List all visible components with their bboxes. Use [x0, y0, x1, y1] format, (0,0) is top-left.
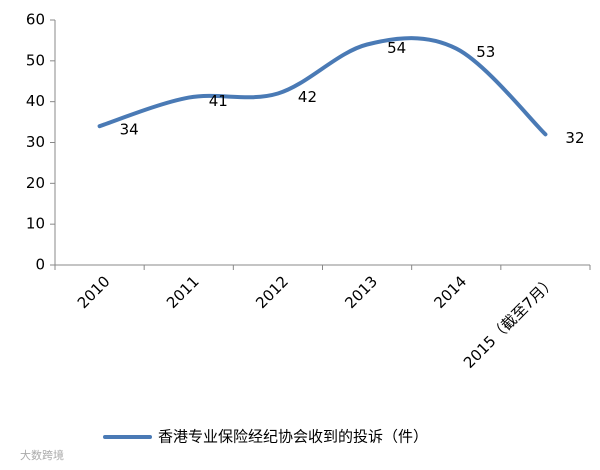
line: [97, 36, 548, 137]
y-tick-label: 10: [26, 215, 45, 233]
x-tick-label: 2014: [431, 272, 471, 312]
x-tick-label: 2011: [163, 272, 203, 312]
data-label: 54: [387, 39, 406, 57]
y-tick-label: 60: [26, 11, 45, 29]
x-tick-label: 2012: [252, 272, 292, 312]
x-tick-label: 2015（截至7月）: [460, 272, 560, 372]
y-tick-label: 30: [26, 133, 45, 151]
data-label: 32: [565, 129, 584, 147]
y-tick-label: 20: [26, 174, 45, 192]
data-label: 41: [209, 92, 228, 110]
x-tick-label: 2010: [74, 272, 114, 312]
legend-label: 香港专业保险经纪协会收到的投诉（件）: [158, 428, 428, 446]
data-label: 53: [476, 43, 495, 61]
data-label: 34: [120, 121, 139, 139]
y-tick-label: 50: [26, 51, 45, 69]
x-tick-label: 2013: [341, 272, 381, 312]
y-tick-label: 40: [26, 92, 45, 110]
data-label: 42: [298, 88, 317, 106]
watermark: 大数跨境: [20, 448, 64, 462]
y-tick-label: 0: [35, 256, 45, 274]
